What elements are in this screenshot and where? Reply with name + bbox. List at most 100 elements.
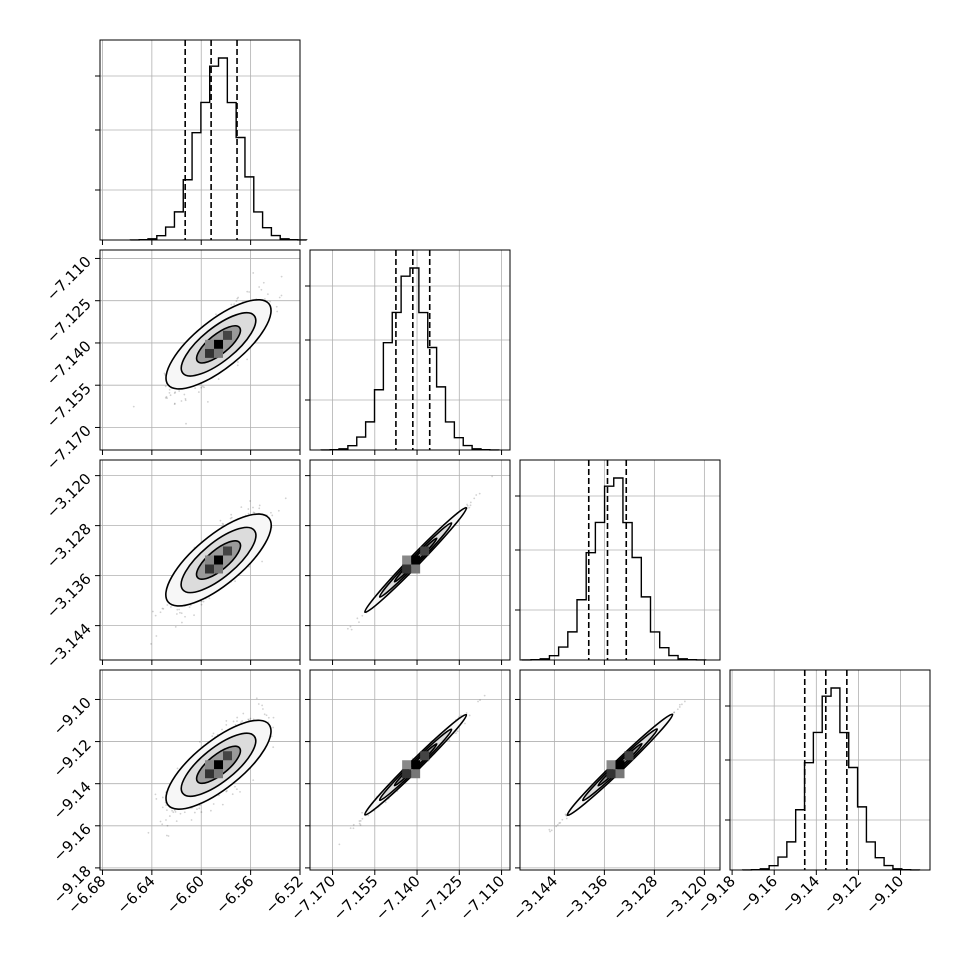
sample-point xyxy=(261,708,264,710)
sample-point xyxy=(237,361,239,363)
sample-point xyxy=(154,793,157,796)
sample-point xyxy=(161,806,164,809)
sample-point xyxy=(271,514,274,517)
panel-frame xyxy=(309,249,511,451)
sample-point xyxy=(167,835,170,837)
sample-point xyxy=(179,812,182,815)
panel-frame xyxy=(99,249,301,451)
density-cell xyxy=(411,555,421,565)
sample-point xyxy=(222,523,225,526)
sample-point xyxy=(147,831,150,834)
sample-point xyxy=(277,509,280,512)
density-cell xyxy=(205,348,215,358)
density-cell xyxy=(402,760,412,770)
sample-point xyxy=(234,580,236,583)
sample-point xyxy=(165,804,168,806)
density-cell xyxy=(223,330,233,340)
density-cell xyxy=(402,564,412,574)
sample-point xyxy=(226,789,228,792)
density-cell xyxy=(402,769,412,779)
sample-point xyxy=(193,614,195,617)
sample-point xyxy=(284,497,287,500)
density-cell xyxy=(411,760,421,770)
sample-point xyxy=(193,811,196,814)
panel-2-2 xyxy=(515,459,721,665)
sample-point xyxy=(233,303,236,305)
y-tick-label: −7.155 xyxy=(43,379,95,431)
sample-point xyxy=(280,275,283,278)
panel-1-0: −7.170−7.155−7.140−7.125−7.110 xyxy=(43,249,301,474)
sample-point xyxy=(171,809,173,812)
sample-point xyxy=(165,819,167,821)
density-cell xyxy=(214,348,224,358)
sample-point xyxy=(384,801,387,804)
sample-point xyxy=(240,506,243,509)
sample-point xyxy=(219,519,222,522)
sample-point xyxy=(225,724,228,726)
sample-point xyxy=(163,372,166,375)
sample-point xyxy=(173,392,176,395)
sample-point xyxy=(260,288,263,291)
sample-point xyxy=(236,716,239,719)
sample-point xyxy=(266,293,269,296)
sample-point xyxy=(165,834,168,837)
y-tick-label: −9.14 xyxy=(50,778,95,823)
sample-point xyxy=(209,809,212,812)
sample-point xyxy=(225,790,228,793)
panel-frame xyxy=(309,669,511,871)
sample-point xyxy=(197,391,200,393)
density-cell xyxy=(205,564,215,574)
y-tick-label: −7.140 xyxy=(43,337,95,389)
sample-point xyxy=(173,402,176,405)
sample-point xyxy=(276,310,279,313)
sample-point xyxy=(152,610,154,613)
sample-point xyxy=(225,720,228,722)
sample-point xyxy=(455,732,457,734)
sample-point xyxy=(673,711,675,714)
x-tick-label: −7.155 xyxy=(330,872,382,924)
sample-point xyxy=(230,513,233,516)
sample-point xyxy=(231,793,234,796)
density-cell xyxy=(420,751,430,761)
sample-point xyxy=(356,617,359,620)
sample-point xyxy=(150,643,152,645)
sample-point xyxy=(456,730,459,733)
sample-point xyxy=(275,305,278,308)
sample-point xyxy=(255,697,258,700)
sample-point xyxy=(252,779,255,782)
density-cell xyxy=(214,760,224,770)
sample-point xyxy=(178,390,181,392)
x-tick-label: −7.125 xyxy=(414,872,466,924)
y-tick-label: −7.170 xyxy=(43,422,95,474)
density-cell xyxy=(420,546,430,556)
sample-point xyxy=(483,694,486,697)
sample-point xyxy=(184,397,187,400)
sample-point xyxy=(206,400,209,403)
sample-point xyxy=(200,386,203,389)
panel-3-2: −3.144−3.136−3.128−3.120 xyxy=(509,669,721,924)
sample-point xyxy=(248,565,251,568)
sample-point xyxy=(252,511,255,514)
density-cell xyxy=(205,769,215,779)
sample-point xyxy=(247,512,250,515)
y-tick-label: −7.110 xyxy=(43,253,95,305)
sample-point xyxy=(475,494,478,496)
sample-point xyxy=(249,717,252,720)
histogram xyxy=(129,57,308,241)
sample-point xyxy=(161,796,164,799)
sample-point xyxy=(247,718,250,721)
density-cell xyxy=(214,564,224,574)
sample-point xyxy=(183,393,186,396)
sample-point xyxy=(161,823,164,826)
sample-point xyxy=(258,507,261,510)
sample-point xyxy=(349,625,352,628)
density-cell xyxy=(205,760,215,770)
sample-point xyxy=(132,405,135,408)
panel-3-1: −7.170−7.155−7.140−7.125−7.110 xyxy=(287,669,511,924)
sample-point xyxy=(201,385,204,388)
sample-point xyxy=(265,714,268,717)
sample-point xyxy=(239,791,241,793)
sample-point xyxy=(212,732,215,735)
sample-point xyxy=(184,399,187,402)
